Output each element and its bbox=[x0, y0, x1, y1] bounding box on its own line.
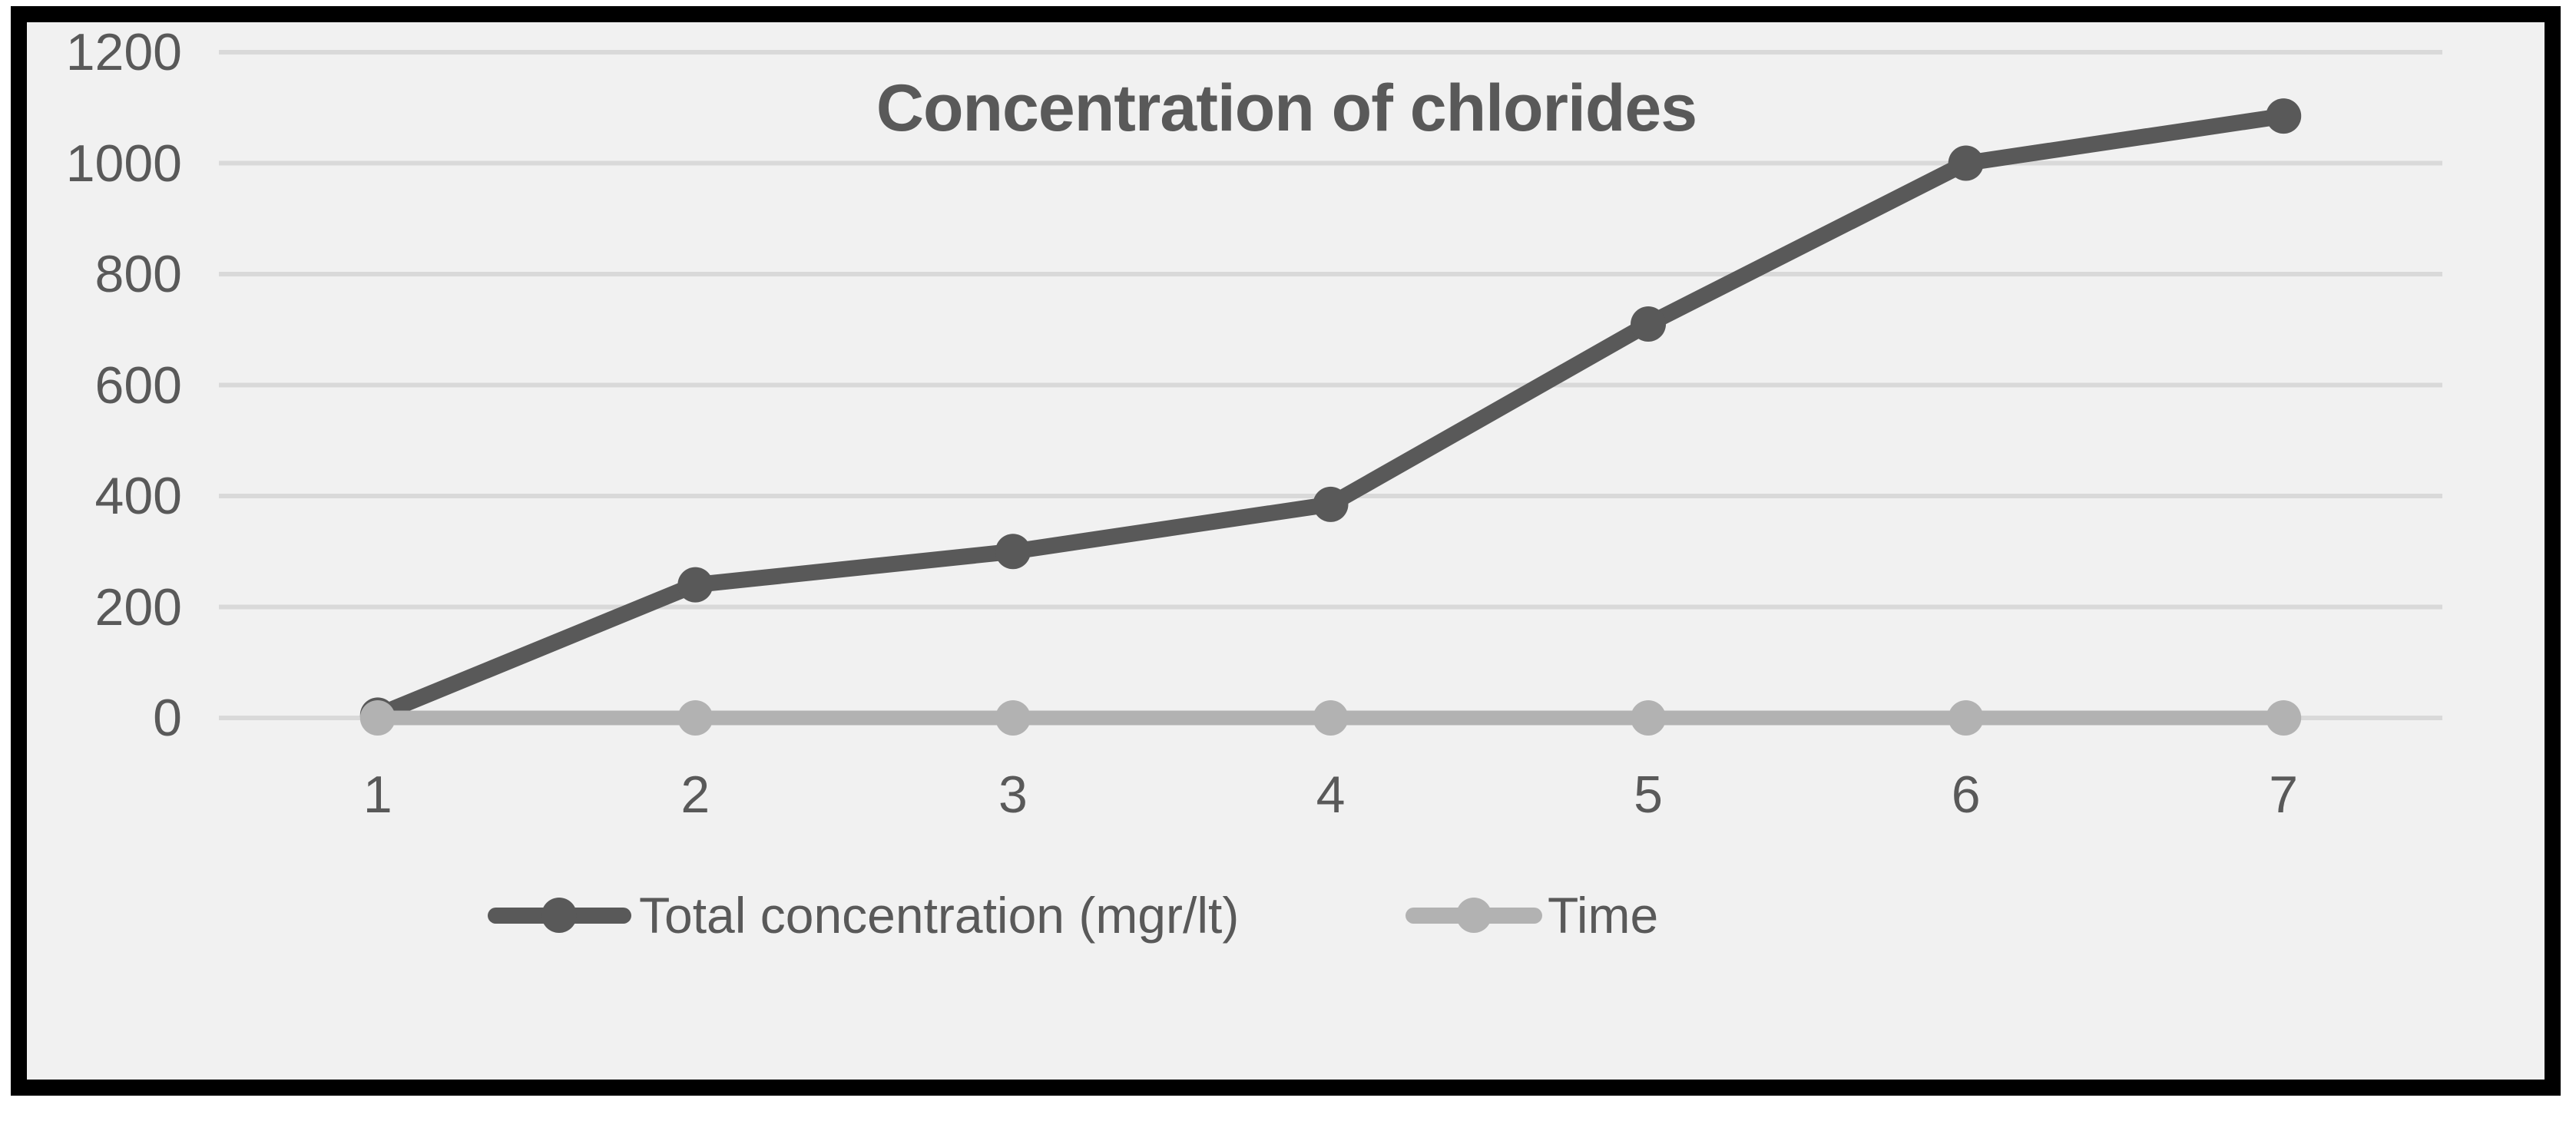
series-line-0 bbox=[369, 107, 2292, 723]
chart-frame bbox=[11, 6, 2561, 1096]
series-1-marker-6 bbox=[1948, 700, 1984, 736]
legend-label-time: Time bbox=[1548, 887, 1659, 944]
series-0-marker-2 bbox=[677, 567, 714, 603]
y-tick-label-200: 200 bbox=[94, 577, 182, 637]
y-tick-label-600: 600 bbox=[94, 355, 182, 415]
series-1-marker-3 bbox=[995, 700, 1031, 736]
series-0-marker-4 bbox=[1313, 486, 1349, 522]
legend-marker-total-concentration bbox=[541, 898, 577, 933]
y-tick-label-1200: 1200 bbox=[65, 23, 182, 81]
x-tick-label-5: 5 bbox=[1634, 766, 1663, 824]
series-0-marker-6 bbox=[1948, 145, 1984, 181]
series-1-marker-7 bbox=[2266, 700, 2302, 736]
x-tick-label-2: 2 bbox=[680, 766, 710, 824]
x-tick-label-1: 1 bbox=[363, 766, 392, 824]
y-tick-label-800: 800 bbox=[94, 245, 182, 303]
series-0-marker-3 bbox=[995, 534, 1031, 570]
y-tick-label-1000: 1000 bbox=[65, 134, 182, 193]
series-1-marker-5 bbox=[1631, 700, 1667, 736]
x-tick-label-4: 4 bbox=[1316, 766, 1346, 824]
series-1-marker-1 bbox=[359, 700, 396, 736]
series-0-marker-5 bbox=[1631, 306, 1667, 342]
legend-label-total-concentration: Total concentration (mgr/lt) bbox=[639, 887, 1240, 944]
x-tick-label-3: 3 bbox=[998, 766, 1028, 824]
series-1-marker-4 bbox=[1313, 700, 1349, 736]
series-0-marker-7 bbox=[2266, 98, 2302, 134]
y-tick-label-0: 0 bbox=[153, 689, 182, 747]
chart-title: Concentration of chlorides bbox=[876, 71, 1697, 145]
x-tick-label-6: 6 bbox=[1951, 766, 1981, 824]
x-tick-label-7: 7 bbox=[2269, 766, 2299, 824]
series-1-marker-2 bbox=[677, 700, 714, 736]
y-tick-label-400: 400 bbox=[94, 467, 182, 525]
legend-marker-time bbox=[1456, 898, 1492, 933]
